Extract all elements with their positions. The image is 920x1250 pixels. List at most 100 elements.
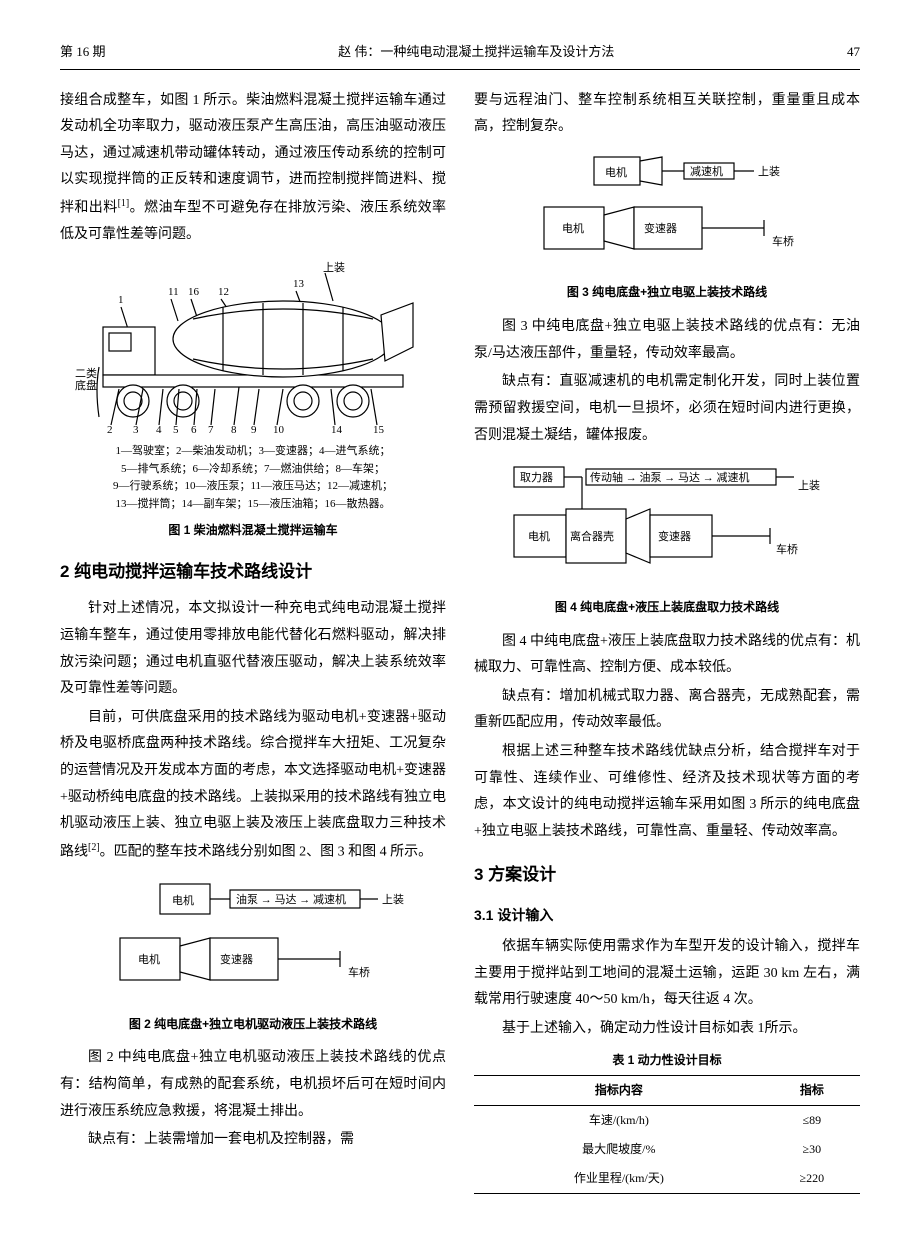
paragraph: 依据车辆实际使用需求作为车型开发的设计输入，搅拌车主要用于搅拌站到工地间的混凝土… <box>474 934 860 1014</box>
table-header: 指标内容 <box>474 1076 764 1106</box>
figure-4-diagram: 取力器 传动轴 → 油泵 → 马达 → 减速机 上装 电机 离合器壳 变速器 车… <box>474 459 834 579</box>
paragraph: 针对上述情况，本文拟设计一种充电式纯电动混凝土搅拌运输车整车，通过使用零排放电能… <box>60 596 446 702</box>
svg-text:15: 15 <box>373 424 385 436</box>
drum <box>173 301 393 377</box>
section-3-heading: 3 方案设计 <box>474 859 860 891</box>
svg-text:7: 7 <box>208 424 214 436</box>
svg-text:9: 9 <box>251 424 257 436</box>
paragraph: 接组合成整车，如图 1 所示。柴油燃料混凝土搅拌运输车通过发动机全功率取力，驱动… <box>60 88 446 249</box>
paragraph: 图 3 中纯电底盘+独立电驱上装技术路线的优点有：无油泵/马达液压部件，重量轻，… <box>474 314 860 367</box>
hopper <box>381 303 413 361</box>
figure-1: 上装 111161213 <box>60 259 446 542</box>
svg-text:减速机: 减速机 <box>690 164 723 178</box>
svg-text:电机: 电机 <box>138 952 160 966</box>
svg-text:电机: 电机 <box>605 165 627 179</box>
legend-line: 9—行驶系统；10—液压泵；11—液压马达；12—减速机； <box>60 478 446 496</box>
table-1-caption: 表 1 动力性设计目标 <box>474 1049 860 1072</box>
callout-bottom: 2 3 4567 8 9 10 14 15 <box>107 424 385 436</box>
table-1: 指标内容 指标 车速/(km/h)≤89 最大爬坡度/%≥30 作业里程/(km… <box>474 1075 860 1193</box>
svg-text:电机: 电机 <box>562 221 584 235</box>
paragraph: 缺点有：上装需增加一套电机及控制器，需 <box>60 1127 446 1154</box>
svg-text:12: 12 <box>218 286 229 298</box>
svg-text:上装: 上装 <box>798 479 820 492</box>
svg-text:3: 3 <box>133 424 139 436</box>
svg-text:2: 2 <box>107 424 113 436</box>
figure-1-legend: 1—驾驶室；2—柴油发动机；3—变速器；4—进气系统； 5—排气系统；6—冷却系… <box>60 443 446 513</box>
text: 。匹配的整车技术路线分别如图 2、图 3 和图 4 所示。 <box>100 844 433 859</box>
leader-bottom <box>111 387 377 425</box>
svg-text:车桥: 车桥 <box>776 542 798 556</box>
svg-text:1: 1 <box>118 294 124 306</box>
svg-text:变速器: 变速器 <box>220 952 253 966</box>
svg-text:电机: 电机 <box>172 893 194 907</box>
svg-text:底盘: 底盘 <box>75 378 97 392</box>
fig1-chassis-label: 二类 <box>75 366 97 380</box>
figure-3-diagram: 电机 减速机 上装 电机 变速器 车桥 <box>474 151 834 265</box>
cab-window <box>109 333 131 351</box>
legend-line: 13—搅拌筒；14—副车架；15—液压油箱；16—散热器。 <box>60 496 446 514</box>
cell: 最大爬坡度/% <box>474 1135 764 1164</box>
svg-text:车桥: 车桥 <box>772 234 794 248</box>
svg-text:上装: 上装 <box>758 165 780 178</box>
cell: 车速/(km/h) <box>474 1106 764 1135</box>
svg-text:6: 6 <box>191 424 197 436</box>
svg-text:变速器: 变速器 <box>658 529 691 543</box>
cell: ≥30 <box>764 1135 860 1164</box>
fig1-upper-label: 上装 <box>323 261 345 274</box>
figure-2-diagram: 电机 油泵 → 马达 → 减速机 上装 电机 变速器 车桥 <box>60 876 420 996</box>
figure-4-caption: 图 4 纯电底盘+液压上装底盘取力技术路线 <box>474 596 860 619</box>
figure-3-caption: 图 3 纯电底盘+独立电驱上装技术路线 <box>474 281 860 304</box>
svg-text:车桥: 车桥 <box>348 965 370 979</box>
page-header: 第 16 期 赵 伟：一种纯电动混凝土搅拌运输车及设计方法 47 <box>60 40 860 70</box>
svg-text:14: 14 <box>331 424 343 436</box>
text: 目前，可供底盘采用的技术路线为驱动电机+变速器+驱动桥及电驱桥底盘两种技术路线。… <box>60 710 446 860</box>
cell: 作业里程/(km/天) <box>474 1164 764 1193</box>
paragraph: 要与远程油门、整车控制系统相互关联控制，重量重且成本高，控制复杂。 <box>474 88 860 141</box>
paragraph: 图 4 中纯电底盘+液压上装底盘取力技术路线的优点有：机械取力、可靠性高、控制方… <box>474 629 860 682</box>
paragraph: 目前，可供底盘采用的技术路线为驱动电机+变速器+驱动桥及电驱桥底盘两种技术路线。… <box>60 705 446 866</box>
svg-text:8: 8 <box>231 424 237 436</box>
svg-text:13: 13 <box>293 278 305 290</box>
figure-4: 取力器 传动轴 → 油泵 → 马达 → 减速机 上装 电机 离合器壳 变速器 车… <box>474 459 860 618</box>
issue: 第 16 期 <box>60 40 106 65</box>
svg-text:11: 11 <box>168 286 179 298</box>
page-number: 47 <box>847 40 860 65</box>
legend-line: 5—排气系统；6—冷却系统；7—燃油供给；8—车架； <box>60 461 446 479</box>
section-3-1-heading: 3.1 设计输入 <box>474 902 860 929</box>
table-row: 车速/(km/h)≤89 <box>474 1106 860 1135</box>
right-column: 要与远程油门、整车控制系统相互关联控制，重量重且成本高，控制复杂。 电机 减速机… <box>474 88 860 1194</box>
figure-2: 电机 油泵 → 马达 → 减速机 上装 电机 变速器 车桥 图 2 纯电底盘+独… <box>60 876 446 1035</box>
paragraph: 根据上述三种整车技术路线优缺点分析，结合搅拌车对于可靠性、连续作业、可维修性、经… <box>474 739 860 845</box>
svg-text:电机: 电机 <box>528 529 550 543</box>
svg-text:4: 4 <box>156 424 162 436</box>
paragraph: 基于上述输入，确定动力性设计目标如表 1所示。 <box>474 1016 860 1043</box>
svg-text:5: 5 <box>173 424 179 436</box>
legend-line: 1—驾驶室；2—柴油发动机；3—变速器；4—进气系统； <box>60 443 446 461</box>
section-2-heading: 2 纯电动搅拌运输车技术路线设计 <box>60 556 446 588</box>
content-columns: 接组合成整车，如图 1 所示。柴油燃料混凝土搅拌运输车通过发动机全功率取力，驱动… <box>60 88 860 1194</box>
paragraph: 图 2 中纯电底盘+独立电机驱动液压上装技术路线的优点有：结构简单，有成熟的配套… <box>60 1045 446 1125</box>
paragraph: 缺点有：直驱减速机的电机需定制化开发，同时上装位置需预留救援空间，电机一旦损坏，… <box>474 369 860 449</box>
svg-text:16: 16 <box>188 286 200 298</box>
paragraph: 缺点有：增加机械式取力器、离合器壳，无成熟配套，需重新匹配应用，传动效率最低。 <box>474 684 860 737</box>
figure-2-caption: 图 2 纯电底盘+独立电机驱动液压上装技术路线 <box>60 1013 446 1036</box>
svg-text:上装: 上装 <box>382 893 404 906</box>
citation: [2] <box>88 842 100 853</box>
svg-text:油泵 → 马达 → 减速机: 油泵 → 马达 → 减速机 <box>236 892 346 906</box>
cell: ≤89 <box>764 1106 860 1135</box>
svg-text:10: 10 <box>273 424 285 436</box>
table-header: 指标 <box>764 1076 860 1106</box>
running-title: 赵 伟：一种纯电动混凝土搅拌运输车及设计方法 <box>338 40 614 65</box>
svg-text:传动轴 → 油泵 → 马达 → 减速机: 传动轴 → 油泵 → 马达 → 减速机 <box>590 470 750 484</box>
svg-text:变速器: 变速器 <box>644 221 677 235</box>
figure-1-caption: 图 1 柴油燃料混凝土搅拌运输车 <box>60 519 446 542</box>
truck-illustration: 上装 111161213 <box>73 259 433 439</box>
svg-text:离合器壳: 离合器壳 <box>570 529 614 543</box>
svg-text:取力器: 取力器 <box>520 471 553 484</box>
table-row: 最大爬坡度/%≥30 <box>474 1135 860 1164</box>
table-row: 作业里程/(km/天)≥220 <box>474 1164 860 1193</box>
left-column: 接组合成整车，如图 1 所示。柴油燃料混凝土搅拌运输车通过发动机全功率取力，驱动… <box>60 88 446 1194</box>
citation: [1] <box>118 198 130 209</box>
figure-3: 电机 减速机 上装 电机 变速器 车桥 图 3 纯电底盘+独立电驱上装技术路线 <box>474 151 860 304</box>
cell: ≥220 <box>764 1164 860 1193</box>
